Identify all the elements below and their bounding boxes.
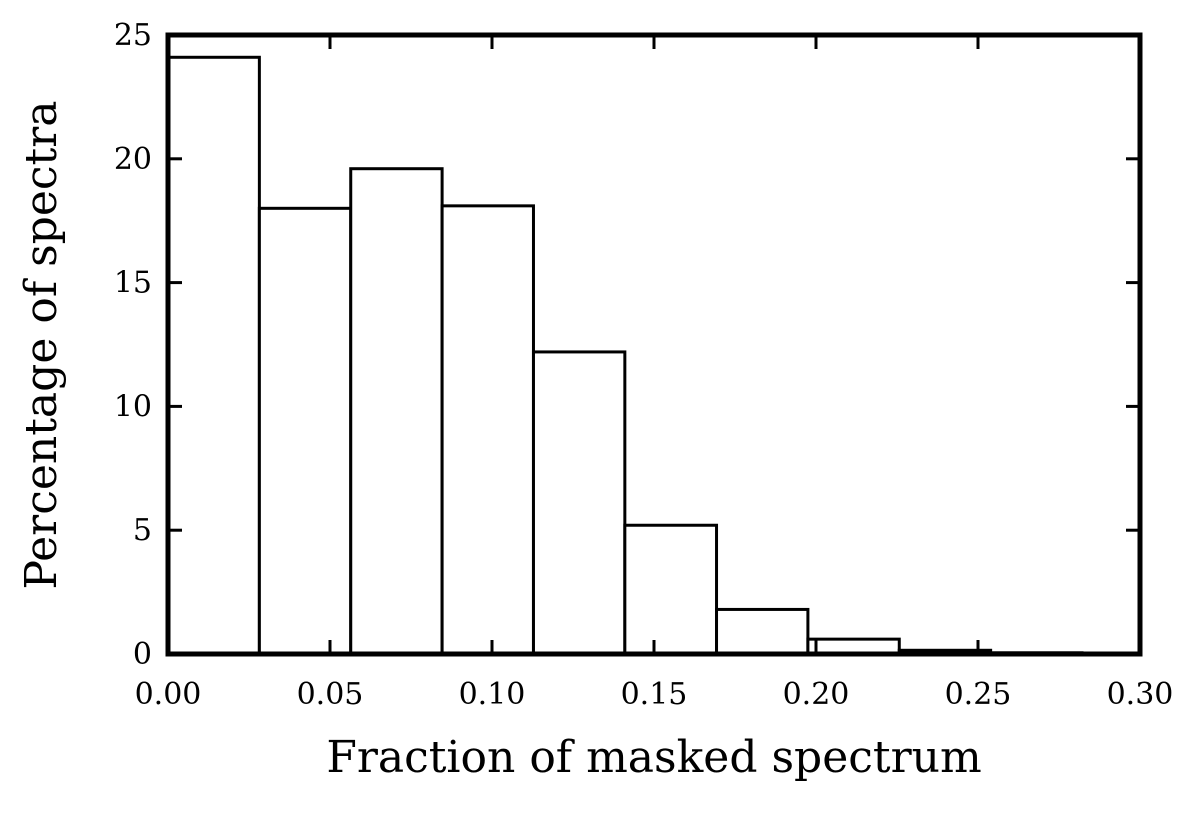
bar — [440, 204, 535, 656]
x-tick-label: 0.30 — [1107, 677, 1174, 712]
plot-frame — [165, 32, 1143, 657]
x-tick-label: 0.25 — [945, 677, 1012, 712]
bar — [349, 167, 444, 656]
bar — [166, 55, 261, 656]
bar — [623, 523, 719, 656]
y-tick-label: 10 — [114, 389, 152, 424]
x-tick-label: 0.10 — [459, 677, 526, 712]
y-axis-label: Percentage of spectra — [16, 101, 67, 590]
bar — [531, 350, 627, 656]
x-tick-label: 0.05 — [297, 677, 364, 712]
bar — [715, 607, 810, 656]
y-tick-label: 15 — [114, 266, 152, 301]
x-tick-label: 0.00 — [135, 677, 202, 712]
x-tick-label: 0.15 — [621, 677, 688, 712]
y-tick-label: 20 — [114, 142, 152, 177]
bar — [257, 206, 353, 656]
x-axis-label: Fraction of masked spectrum — [326, 732, 981, 783]
y-tick-label: 0 — [133, 637, 152, 672]
y-tick-label: 25 — [114, 18, 152, 53]
x-tick-label: 0.20 — [783, 677, 850, 712]
y-tick-label: 5 — [133, 513, 152, 548]
